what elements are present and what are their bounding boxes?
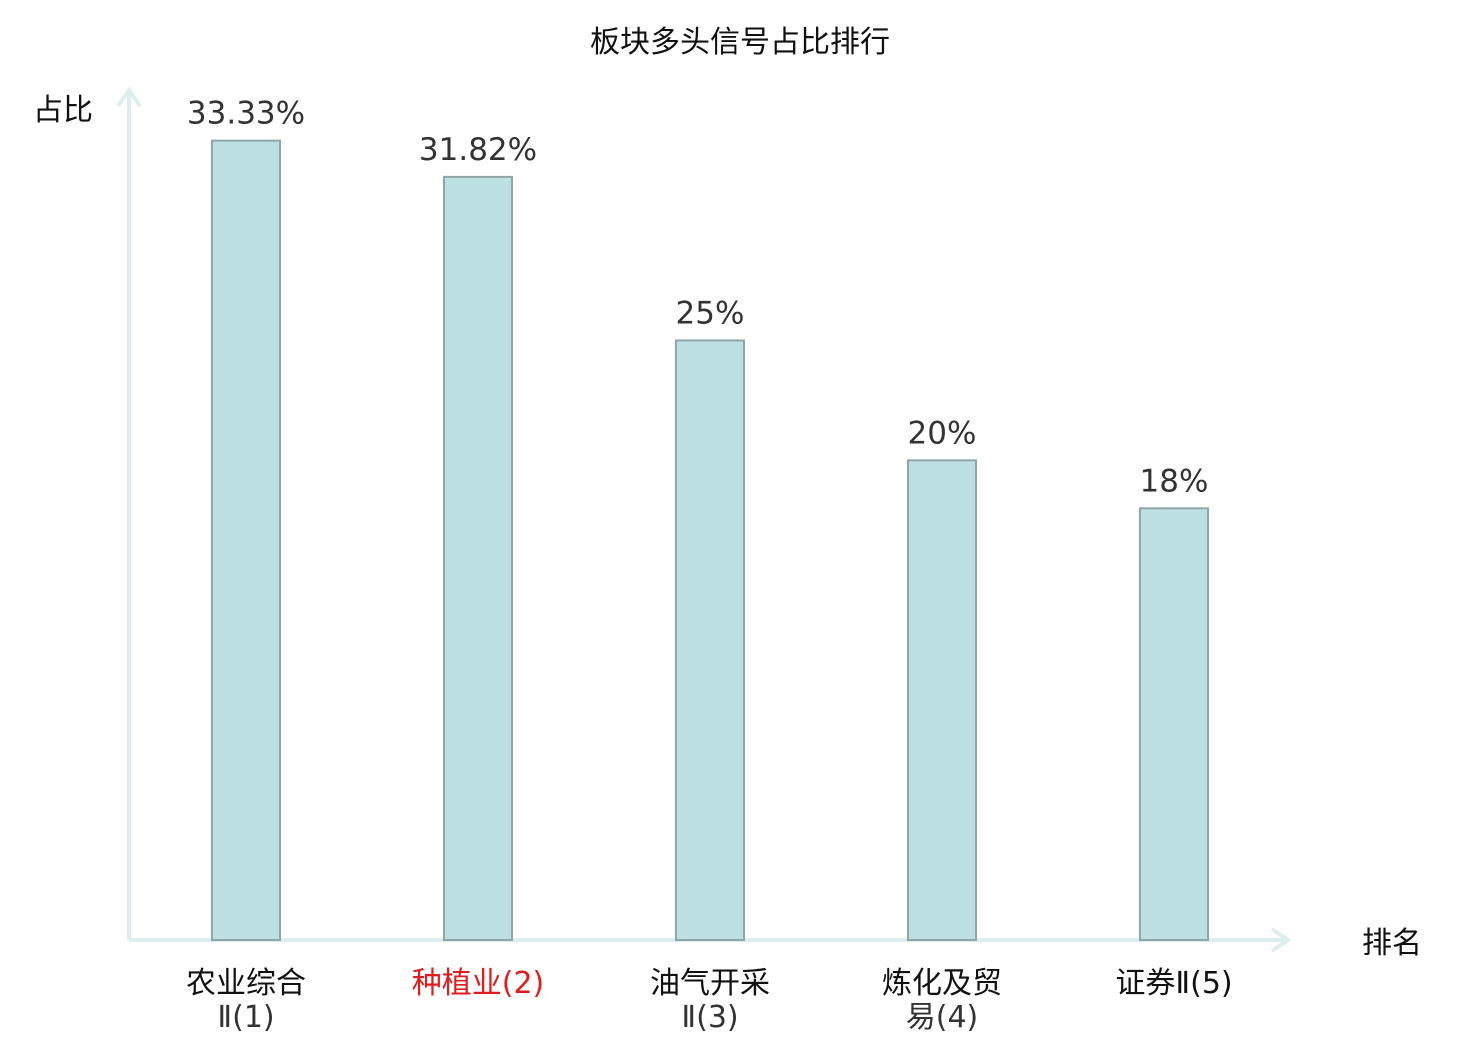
category-label-2: 种植业(2) — [412, 966, 545, 1001]
bar-3 — [675, 339, 745, 941]
value-label-1: 33.33% — [187, 96, 305, 132]
category-labels-group: 农业综合 Ⅱ(1) 种植业(2) 油气开采 Ⅱ(3) 炼化及贸易(4) 证券Ⅱ(5) — [186, 966, 1233, 1035]
y-axis-label: 占比 — [33, 93, 93, 128]
value-label-3: 25% — [676, 295, 745, 331]
bars-group — [211, 139, 1209, 942]
bar-1 — [211, 139, 281, 942]
category-label-5: 证券Ⅱ(5) — [1115, 966, 1232, 1001]
bar-4 — [907, 459, 977, 941]
category-label-4: 炼化及贸易(4) — [882, 966, 1002, 1035]
y-axis — [116, 86, 142, 940]
category-label-1: 农业综合 Ⅱ(1) — [186, 966, 306, 1035]
bar-2 — [443, 175, 513, 941]
x-axis-label: 排名 — [1362, 926, 1422, 961]
value-labels-group: 33.33% 31.82% 25% 20% 18% — [187, 96, 1209, 500]
value-label-2: 31.82% — [419, 132, 537, 168]
value-label-5: 18% — [1140, 463, 1209, 499]
value-label-4: 20% — [908, 415, 977, 451]
category-label-3: 油气开采 Ⅱ(3) — [650, 966, 770, 1035]
bar-5 — [1139, 507, 1209, 941]
chart-title: 板块多头信号占比排行 — [590, 25, 890, 60]
